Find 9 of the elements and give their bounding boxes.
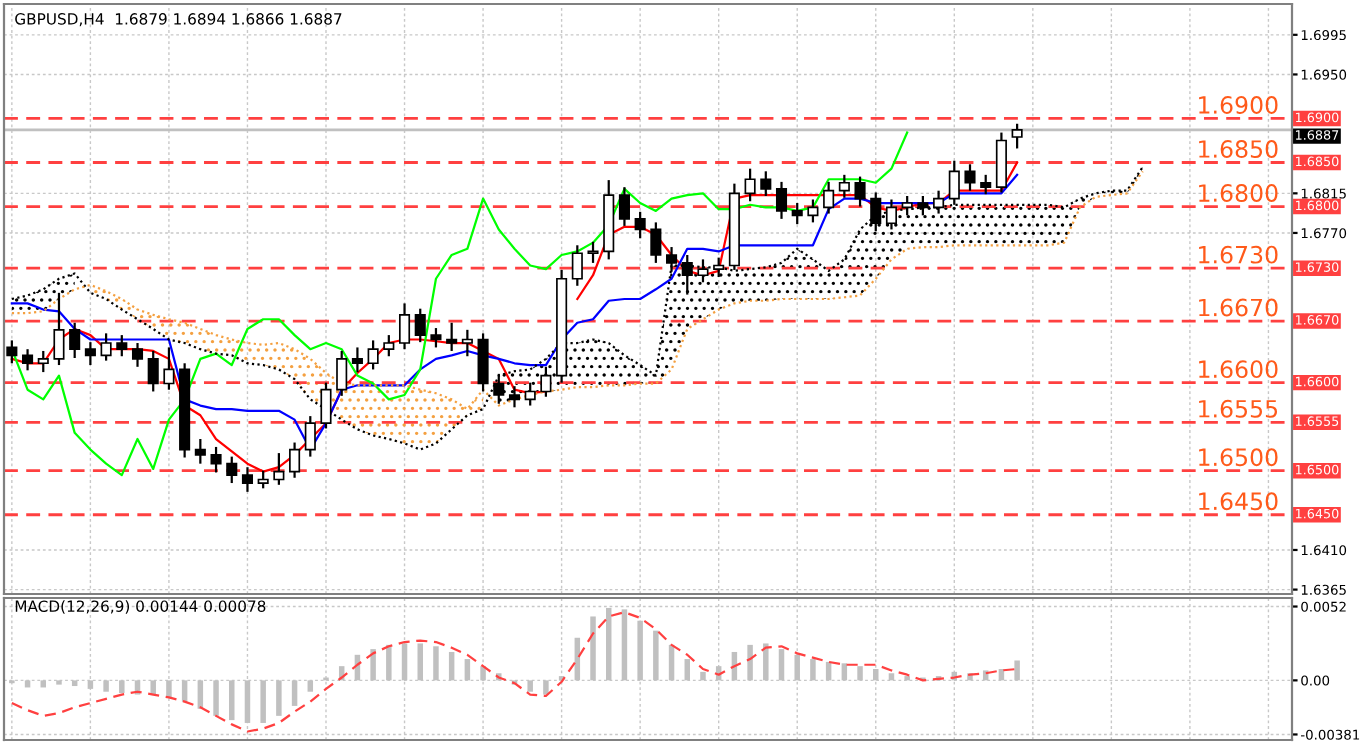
text: 1.6600: [1199, 360, 1278, 379]
text: 1.6900: [1199, 96, 1278, 114]
text: 1.6500: [1199, 448, 1278, 467]
text: 1.6450: [1199, 492, 1278, 511]
text: 1.6670: [1199, 298, 1278, 317]
text: 1.6730: [1199, 245, 1278, 264]
text: 1.6555: [1199, 399, 1278, 418]
text: 1.6800: [1199, 184, 1278, 202]
text: 1.6850: [1199, 140, 1278, 158]
